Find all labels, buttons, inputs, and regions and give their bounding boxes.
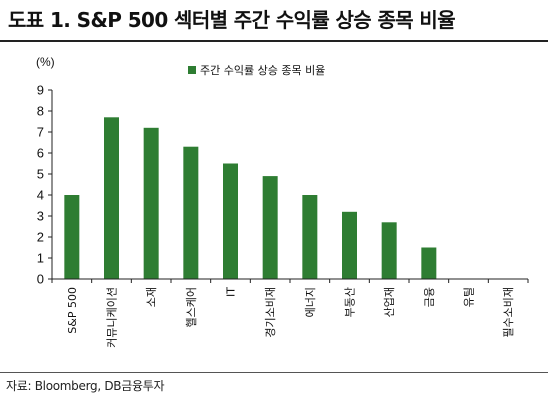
- bar: [262, 176, 278, 279]
- bar: [64, 195, 80, 279]
- y-tick-label: 7: [37, 125, 44, 140]
- category-labels: S&P 500 커뮤니케이션 소재 헬스케어 IT 경기소비재 에너지 부동산 산업재 금융 유틸 필…: [66, 287, 515, 348]
- y-tick-label: 2: [37, 230, 44, 245]
- y-tick-label: 4: [37, 188, 44, 203]
- y-tick-marks: [48, 89, 52, 280]
- category-label: S&P 500: [66, 287, 79, 334]
- y-tick-labels: 0 1 2 3 4 5 6 7 8 9: [37, 83, 44, 287]
- y-tick-label: 1: [37, 251, 44, 266]
- category-label: 유틸: [463, 287, 476, 307]
- category-label: 헬스케어: [185, 287, 198, 327]
- bar: [342, 211, 357, 279]
- source-divider: [0, 372, 548, 373]
- x-tick-marks: [51, 279, 529, 283]
- category-label: 필수소비재: [502, 287, 515, 338]
- source-note: 자료: Bloomberg, DB금융투자: [6, 379, 165, 393]
- bar-chart: (%) 주간 수익률 상승 종목 비율 0 1 2 3 4 5 6 7 8 9 S&P 500 커뮤…: [36, 55, 529, 348]
- category-label: 금융: [423, 287, 436, 307]
- bar: [302, 195, 318, 279]
- bar: [421, 247, 437, 279]
- y-tick-label: 6: [37, 146, 44, 161]
- y-tick-label: 3: [37, 209, 44, 224]
- category-label: 커뮤니케이션: [106, 287, 119, 348]
- bars: [64, 117, 437, 279]
- bar: [143, 127, 159, 279]
- category-label: IT: [225, 287, 238, 297]
- y-tick-label: 0: [37, 272, 44, 287]
- bar: [223, 163, 238, 279]
- category-label: 산업재: [383, 287, 396, 317]
- category-label: 에너지: [304, 287, 317, 317]
- category-label: 소재: [145, 287, 158, 307]
- y-tick-label: 5: [37, 167, 44, 182]
- category-label: 경기소비재: [264, 287, 277, 338]
- y-tick-label: 8: [37, 104, 44, 119]
- bar: [381, 222, 397, 279]
- y-tick-label: 9: [37, 83, 44, 98]
- chart-title: 도표 1. S&P 500 섹터별 주간 수익률 상승 종목 비율: [8, 8, 456, 32]
- category-label: 부동산: [344, 287, 357, 317]
- y-axis-unit: (%): [36, 55, 55, 69]
- bar: [104, 117, 119, 279]
- legend: 주간 수익률 상승 종목 비율: [188, 64, 325, 77]
- bar: [183, 146, 199, 279]
- legend-label: 주간 수익률 상승 종목 비율: [200, 64, 325, 77]
- legend-swatch: [188, 66, 196, 74]
- title-divider: [0, 40, 548, 42]
